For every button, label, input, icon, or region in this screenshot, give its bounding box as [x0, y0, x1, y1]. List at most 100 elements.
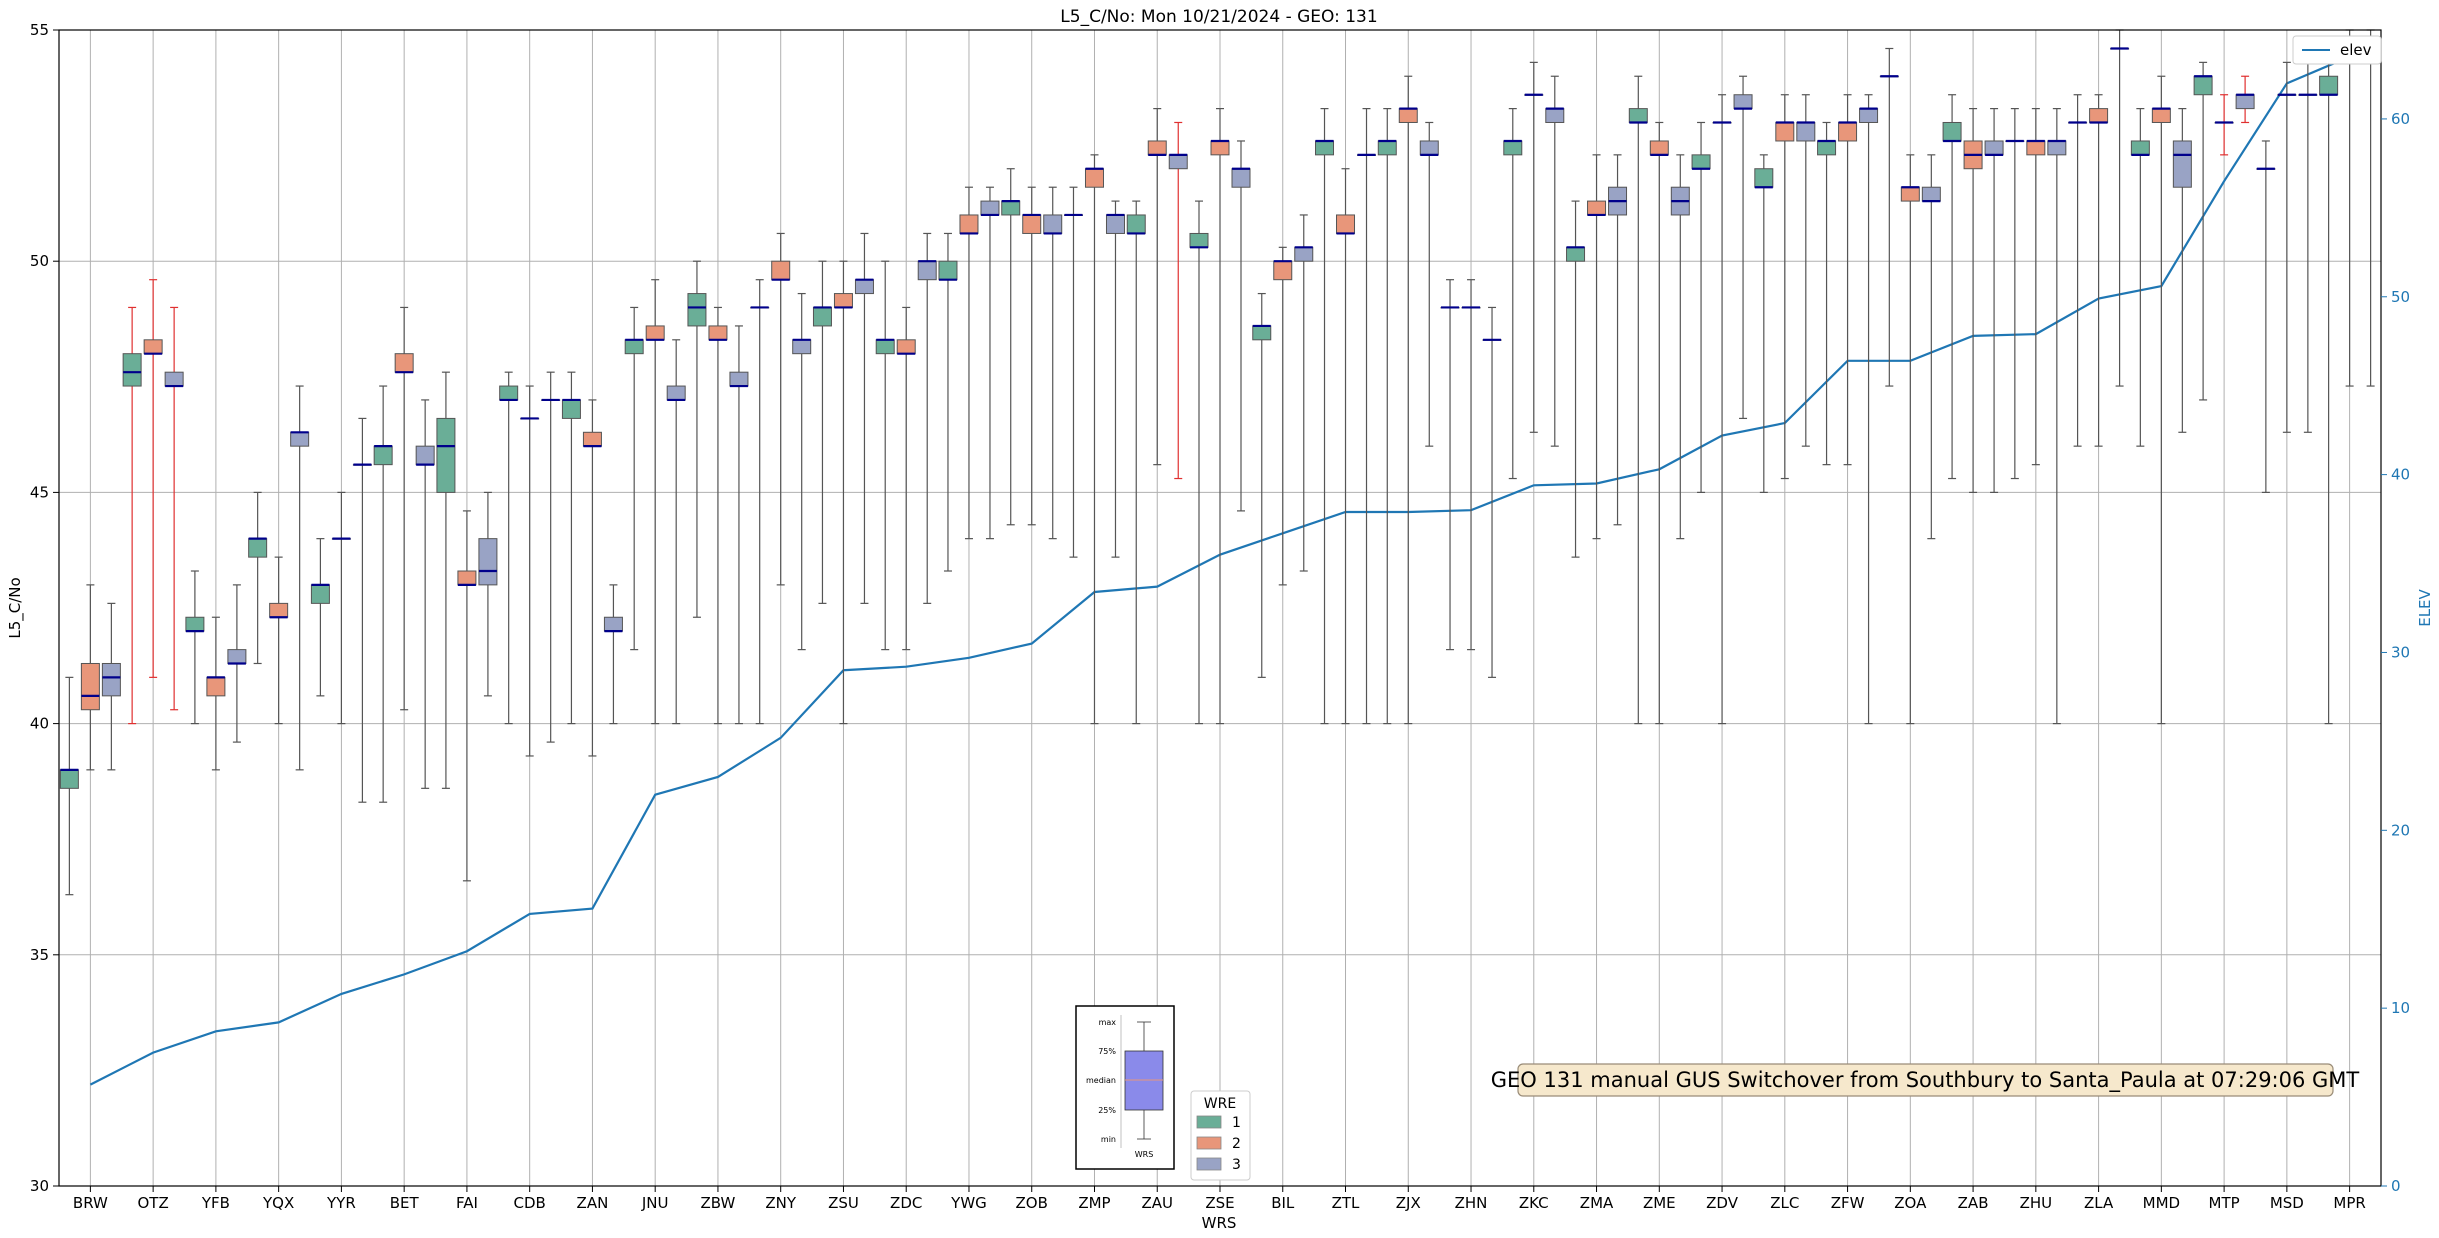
- box-ZNY-wre2: [771, 232, 791, 586]
- y2-tick-label: 20: [2391, 821, 2410, 839]
- box-ZAU-wre2: [1147, 108, 1167, 466]
- iqr-box: [645, 325, 665, 341]
- iqr-box: [2026, 140, 2046, 156]
- box-ZSU-wre2: [833, 260, 853, 725]
- iqr-box: [248, 538, 268, 558]
- x-tick-label: ZJX: [1396, 1194, 1421, 1212]
- y2-tick-label: 40: [2391, 466, 2410, 484]
- iqr-box: [1189, 232, 1209, 248]
- box-MMD-wre1: [2130, 108, 2150, 447]
- box-ZMP-wre3: [1105, 200, 1125, 558]
- iqr-box: [666, 385, 686, 401]
- x-tick-label: YYR: [326, 1194, 356, 1212]
- box-ZSU-wre1: [812, 260, 832, 604]
- box-YQX-wre3: [290, 385, 310, 771]
- iqr-box: [917, 260, 937, 281]
- iqr-box: [1210, 140, 1230, 156]
- axis-layer: 30 35 40 45 50 55 0 10 20 30 40 50 60 BRW OTZ YFB YQX YYR…: [30, 21, 2410, 1212]
- box-YYR-wre3: [352, 417, 372, 803]
- box-ZFW-wre3: [1859, 94, 1879, 725]
- y2-axis-label: ELEV: [2416, 588, 2434, 626]
- x-tick-label: ZAB: [1958, 1194, 1989, 1212]
- iqr-box: [1566, 246, 1586, 262]
- box-OTZ-wre2: [143, 279, 163, 678]
- box-ZHN-wre2: [1461, 279, 1481, 651]
- inset-label: max: [1099, 1018, 1117, 1027]
- iqr-box: [1754, 168, 1774, 188]
- box-OTZ-wre3: [164, 306, 184, 711]
- x-tick-label: ZFW: [1831, 1194, 1865, 1212]
- iqr-box: [499, 385, 519, 401]
- iqr-box: [1691, 154, 1711, 170]
- box-MTP-wre3: [2235, 75, 2255, 124]
- iqr-box: [1419, 140, 1439, 156]
- iqr-box: [1398, 108, 1418, 123]
- box-ZDC-wre2: [896, 306, 916, 651]
- box-BIL-wre2: [1273, 246, 1293, 586]
- box-MSD-wre2: [2277, 61, 2297, 433]
- y-tick-label: 50: [30, 252, 49, 270]
- box-ZMP-wre1: [1063, 186, 1083, 558]
- x-axis-label: WRS: [1202, 1214, 1237, 1232]
- iqr-box: [1984, 140, 2004, 156]
- box-MMD-wre2: [2151, 75, 2171, 725]
- box-OTZ-wre1: [122, 306, 142, 725]
- box-ZDV-wre3: [1733, 75, 1753, 420]
- box-ZOA-wre1: [1879, 47, 1899, 387]
- box-ZBW-wre1: [687, 260, 707, 618]
- iqr-box: [1001, 200, 1021, 216]
- box-YFB-wre2: [206, 616, 226, 771]
- x-tick-label: BET: [390, 1194, 420, 1212]
- iqr-box: [290, 431, 310, 447]
- box-ZJX-wre1: [1377, 108, 1397, 725]
- iqr-box: [1796, 121, 1816, 142]
- box-JNU-wre3: [666, 339, 686, 725]
- iqr-box: [436, 417, 456, 493]
- box-ZAN-wre1: [561, 371, 581, 725]
- iqr-box: [687, 293, 707, 327]
- iqr-box: [1942, 121, 1962, 142]
- iqr-box: [1168, 154, 1188, 170]
- iqr-box: [1775, 121, 1795, 142]
- box-ZLA-wre1: [2068, 94, 2088, 447]
- box-YWG-wre1: [938, 232, 958, 572]
- iqr-box: [603, 616, 623, 632]
- box-FAI-wre1: [436, 371, 456, 789]
- box-CDB-wre1: [499, 371, 519, 725]
- box-ZSE-wre1: [1189, 200, 1209, 725]
- iqr-box: [1649, 140, 1669, 156]
- iqr-box: [101, 662, 121, 697]
- box-BRW-wre1: [59, 676, 79, 896]
- iqr-box: [206, 676, 226, 697]
- iqr-box: [1105, 214, 1125, 234]
- iqr-box: [373, 445, 393, 466]
- x-tick-label: ZLA: [2084, 1194, 2114, 1212]
- box-YYR-wre2: [331, 491, 351, 725]
- x-tick-label: OTZ: [138, 1194, 169, 1212]
- x-tick-label: ZAU: [1141, 1194, 1173, 1212]
- box-MMD-wre3: [2172, 108, 2192, 433]
- iqr-box: [1294, 246, 1314, 262]
- elev-legend-label: elev: [2340, 41, 2372, 59]
- box-BRW-wre3: [101, 602, 121, 771]
- box-explainer-inset: max 75% median 25% min WRS: [1075, 1005, 1175, 1170]
- x-tick-label: ZSU: [828, 1194, 859, 1212]
- box-ZOA-wre2: [1900, 154, 1920, 725]
- iqr-box: [980, 200, 1000, 216]
- x-tick-label: ZMP: [1078, 1194, 1110, 1212]
- iqr-box: [1587, 200, 1607, 216]
- chart-title: L5_C/No: Mon 10/21/2024 - GEO: 131: [1060, 7, 1377, 27]
- iqr-box: [1921, 186, 1941, 202]
- iqr-box: [833, 293, 853, 308]
- box-ZAU-wre1: [1126, 200, 1146, 725]
- box-BIL-wre3: [1294, 214, 1314, 572]
- box-ZDC-wre1: [875, 260, 895, 651]
- iqr-box: [185, 616, 205, 632]
- iqr-box: [1859, 108, 1879, 123]
- box-ZHU-wre1: [2005, 108, 2025, 480]
- iqr-box: [708, 325, 728, 341]
- iqr-box: [1231, 168, 1251, 188]
- iqr-box: [1733, 94, 1753, 110]
- inset-label: median: [1086, 1076, 1116, 1085]
